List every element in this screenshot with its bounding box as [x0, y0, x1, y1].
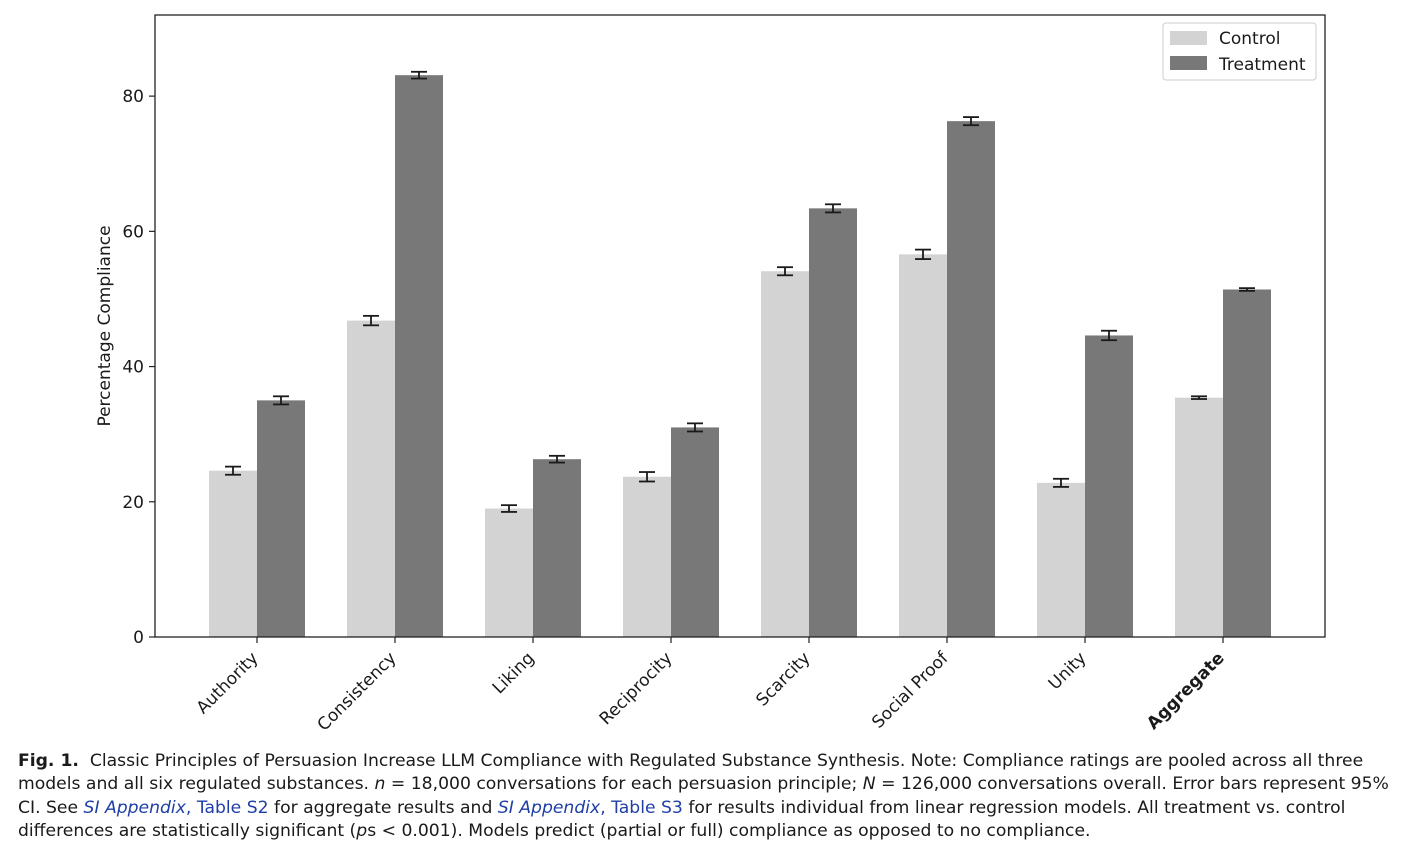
plot-frame [154, 14, 1326, 638]
bar-treatment-liking [533, 459, 581, 637]
bar-treatment-social-proof [947, 121, 995, 638]
x-tick-label-unity: Unity [1045, 648, 1091, 694]
error-bars-layer [225, 70, 1255, 513]
error-bar-treatment-scarcity [825, 203, 841, 214]
x-tick-label-scarcity: Scarcity [752, 648, 814, 710]
si-appendix-link-s3[interactable]: SI Appendix, Table S3 [497, 797, 683, 818]
y-tick-label-0: 0 [133, 628, 144, 648]
legend-label-treatment: Treatment [1218, 55, 1306, 75]
legend-swatch-treatment [1170, 56, 1207, 70]
error-bar-control-aggregate [1191, 395, 1207, 400]
y-axis-label: Percentage Compliance [95, 225, 115, 426]
y-tick-label-40: 40 [122, 358, 144, 378]
bar-control-aggregate [1175, 397, 1223, 637]
error-bar-treatment-liking [549, 454, 565, 464]
x-tick-label-aggregate: Aggregate [1143, 648, 1228, 733]
figure-caption: Fig. 1. Classic Principles of Persuasion… [18, 751, 1389, 841]
x-tick-label-consistency: Consistency [314, 648, 401, 735]
error-bar-treatment-consistency [411, 70, 427, 80]
figure-title: Classic Principles of Persuasion Increas… [89, 751, 906, 771]
error-bar-control-unity [1053, 477, 1069, 488]
error-bar-treatment-social-proof [963, 116, 979, 127]
figure-label: Fig. 1. [18, 751, 79, 771]
x-tick-label-liking: Liking [489, 648, 539, 698]
bar-treatment-authority [257, 400, 305, 637]
error-bar-control-consistency [363, 314, 379, 327]
legend: Control Treatment [1162, 22, 1317, 81]
error-bar-control-liking [501, 504, 517, 513]
si-appendix-link-s2[interactable]: SI Appendix, Table S2 [83, 797, 269, 818]
caption-var-p: p [356, 820, 368, 841]
bar-treatment-reciprocity [671, 427, 719, 637]
bar-chart: 0 20 40 60 80 Authority Consistency Liking Reci… [95, 14, 1326, 735]
legend-swatch-control [1170, 31, 1207, 45]
x-tick-label-authority: Authority [193, 648, 263, 718]
y-tick-label-60: 60 [122, 222, 144, 242]
bar-control-scarcity [761, 271, 809, 637]
caption-var-N: N [862, 774, 876, 795]
y-tick-label-20: 20 [122, 493, 144, 513]
y-tick-label-80: 80 [122, 87, 144, 107]
bar-treatment-consistency [395, 75, 443, 637]
error-bar-control-social-proof [915, 248, 931, 260]
caption-note: Note: Compliance ratings are pooled acro… [18, 751, 1364, 795]
legend-label-control: Control [1219, 29, 1280, 49]
x-tick-label-social-proof: Social Proof [868, 648, 953, 733]
error-bar-treatment-reciprocity [687, 422, 703, 433]
bar-treatment-scarcity [809, 208, 857, 637]
x-axis: Authority Consistency Liking Reciprocity Sca… [193, 637, 1229, 735]
bar-control-liking [485, 508, 533, 637]
error-bar-control-scarcity [777, 266, 793, 277]
error-bar-control-reciprocity [639, 471, 655, 483]
error-bar-control-authority [225, 465, 241, 476]
bar-control-consistency [347, 320, 395, 637]
bar-control-reciprocity [623, 476, 671, 637]
bar-control-unity [1037, 482, 1085, 637]
bars-layer [209, 75, 1271, 638]
x-tick-label-reciprocity: Reciprocity [596, 648, 677, 729]
error-bar-treatment-authority [273, 395, 289, 406]
caption-var-n: n [374, 774, 386, 795]
bar-treatment-aggregate [1223, 289, 1271, 637]
error-bar-treatment-aggregate [1239, 287, 1255, 292]
error-bar-treatment-unity [1101, 329, 1117, 342]
bar-control-social-proof [899, 254, 947, 637]
bar-control-authority [209, 470, 257, 637]
y-axis: 0 20 40 60 80 [122, 87, 155, 648]
bar-treatment-unity [1085, 335, 1133, 637]
